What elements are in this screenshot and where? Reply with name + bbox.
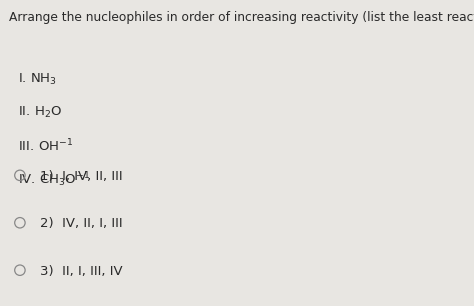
Text: 3)  II, I, III, IV: 3) II, I, III, IV xyxy=(40,265,123,278)
Text: II. H$_2$O: II. H$_2$O xyxy=(18,105,63,120)
Text: IV. CH$_3$O$^{-1}$: IV. CH$_3$O$^{-1}$ xyxy=(18,170,91,189)
Text: I. NH$_3$: I. NH$_3$ xyxy=(18,72,57,87)
Text: 2)  IV, II, I, III: 2) IV, II, I, III xyxy=(40,217,123,230)
Text: 1)  I, IV, II, III: 1) I, IV, II, III xyxy=(40,170,123,183)
Text: Arrange the nucleophiles in order of increasing reactivity (list the least react: Arrange the nucleophiles in order of inc… xyxy=(9,11,474,24)
Text: III. OH$^{-1}$: III. OH$^{-1}$ xyxy=(18,137,73,154)
